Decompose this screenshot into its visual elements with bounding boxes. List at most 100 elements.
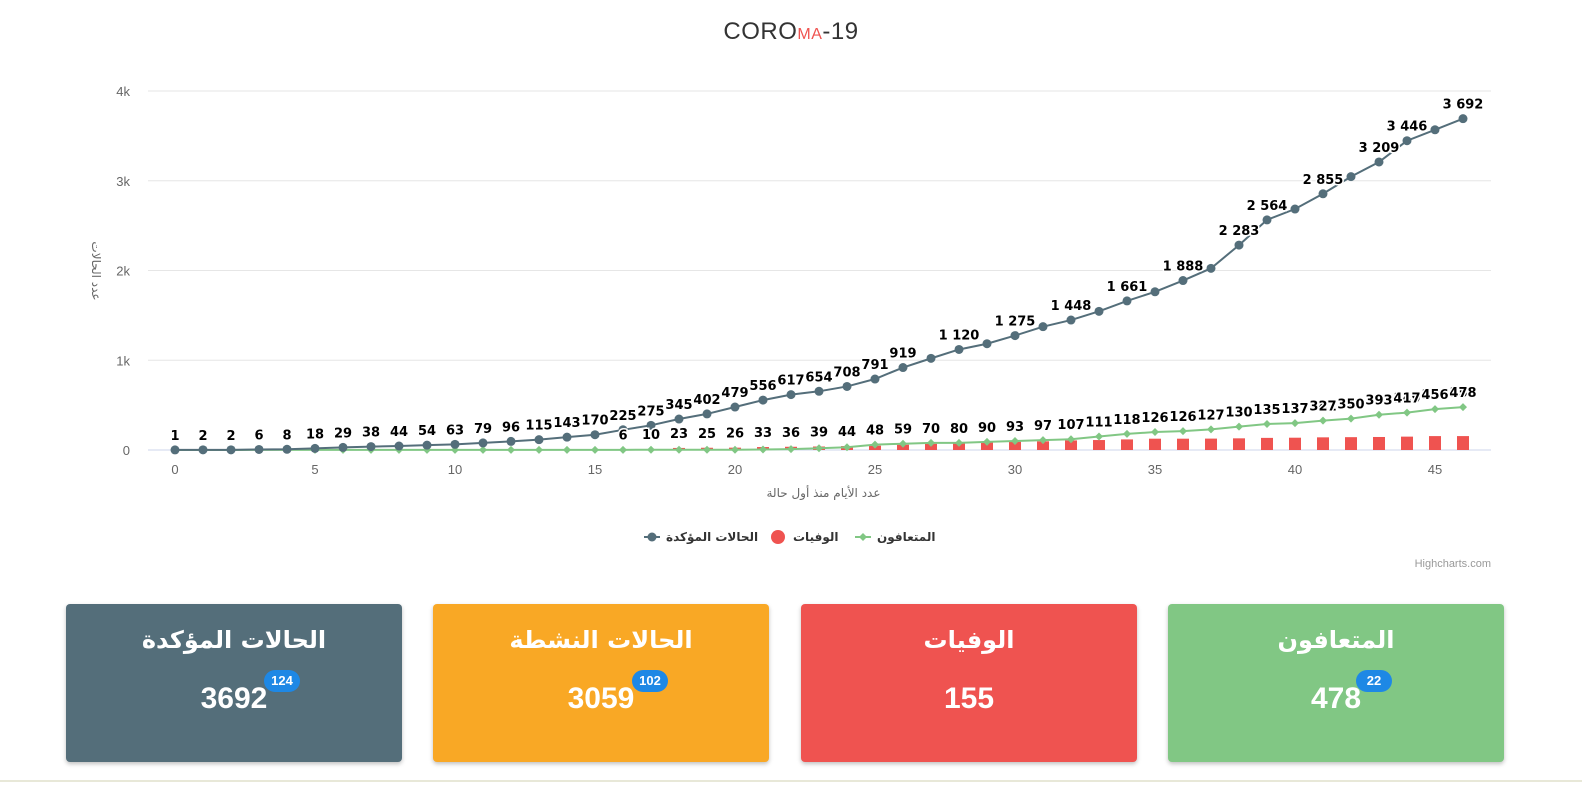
death-bar	[1373, 436, 1385, 450]
x-tick-label: 5	[311, 462, 318, 477]
confirmed-point	[394, 441, 404, 451]
active-card-title: الحالات النشطة	[509, 626, 693, 654]
recovered-data-label: 350	[1337, 398, 1364, 413]
confirmed-point	[310, 443, 320, 453]
y-tick-label: 3k	[116, 174, 130, 189]
confirmed-point	[1122, 296, 1132, 306]
death-data-label: 6	[618, 428, 627, 443]
confirmed-point	[870, 374, 880, 384]
recovered-point	[815, 444, 823, 453]
active-card: الحالات النشطة 102 3059	[433, 604, 769, 762]
death-bar	[1317, 437, 1329, 450]
y-tick-label: 2k	[116, 264, 130, 279]
x-tick-label: 10	[448, 462, 462, 477]
death-data-label: 107	[1057, 418, 1084, 433]
death-data-label: 36	[782, 426, 800, 441]
death-data-label: 97	[1034, 419, 1052, 434]
recovered-badge: 22	[1356, 670, 1392, 692]
recovered-point	[1431, 405, 1439, 414]
x-axis-title: عدد الأيام منذ أول حالة	[766, 485, 880, 501]
recovered-point	[1403, 408, 1411, 417]
death-data-label: 143	[1337, 398, 1364, 413]
recovered-point	[899, 439, 907, 448]
legend-confirmed-symbol	[647, 532, 657, 542]
confirmed-point	[1038, 322, 1048, 332]
title-suffix: -19	[822, 18, 859, 45]
death-data-label: 111	[1085, 416, 1112, 431]
death-bar	[1401, 436, 1413, 450]
confirmed-data-label: 96	[502, 420, 520, 435]
recovered-point	[843, 443, 851, 452]
confirmed-data-label: 919	[889, 347, 916, 362]
title-prefix: CORO	[723, 18, 798, 45]
confirmed-point	[730, 402, 740, 412]
death-data-label: 44	[838, 425, 856, 440]
recovered-point	[1235, 422, 1243, 431]
confirmed-data-label: 18	[306, 427, 324, 442]
confirmed-data-label: 617	[777, 374, 804, 389]
confirmed-data-label: 479	[721, 386, 748, 401]
legend-recovered-label: المتعافون	[877, 530, 935, 545]
confirmed-data-label: 143	[553, 416, 580, 431]
confirmed-card: الحالات المؤكدة 124 3692	[66, 604, 402, 762]
confirmed-data-label: 402	[693, 393, 720, 408]
highcharts-credit[interactable]: Highcharts.com	[1414, 558, 1491, 570]
confirmed-card-title: الحالات المؤكدة	[141, 626, 327, 654]
confirmed-point	[702, 409, 712, 419]
recovered-data-label: 327	[1309, 400, 1336, 415]
confirmed-data-label: 2	[198, 429, 207, 444]
recovered-point	[507, 445, 515, 454]
x-tick-label: 25	[868, 462, 882, 477]
death-data-label: 130	[1225, 406, 1252, 421]
recovered-point	[1039, 436, 1047, 445]
confirmed-data-label: 38	[362, 426, 380, 441]
death-bar	[1009, 441, 1021, 450]
confirmed-data-label: 170	[581, 414, 608, 429]
confirmed-data-label: 654	[805, 370, 832, 385]
confirmed-point	[422, 440, 432, 450]
recovered-point	[563, 445, 571, 454]
confirmed-data-label: 345	[665, 398, 692, 413]
confirmed-data-label: 225	[609, 409, 636, 424]
recovered-point	[927, 438, 935, 447]
confirmed-badge: 124	[264, 670, 300, 692]
confirmed-point	[842, 381, 852, 391]
confirmed-point	[646, 420, 656, 430]
death-data-label: 141	[1309, 400, 1336, 415]
y-axis-title: عدد الحالات	[89, 241, 103, 300]
confirmed-point	[1458, 114, 1468, 124]
recovered-point	[1179, 427, 1187, 436]
death-data-label: 25	[698, 427, 716, 442]
deaths-card-value: 155	[943, 682, 995, 715]
death-bar	[1149, 438, 1161, 450]
confirmed-line	[174, 117, 1464, 451]
recovered-point	[983, 437, 991, 446]
death-bar	[1093, 440, 1105, 450]
death-data-label: 80	[950, 422, 968, 437]
confirmed-point	[1066, 315, 1076, 325]
confirmed-data-label: 3 209	[1359, 141, 1400, 156]
death-data-label: 93	[1006, 420, 1024, 435]
death-bar	[1121, 439, 1133, 450]
recovered-point	[1151, 428, 1159, 437]
legend-deaths-label: الوفيات	[793, 530, 838, 545]
x-tick-label: 40	[1288, 462, 1302, 477]
confirmed-point	[1010, 331, 1020, 341]
confirmed-data-label: 29	[334, 426, 352, 441]
y-tick-label: 4k	[116, 84, 130, 99]
recovered-point	[1459, 403, 1467, 412]
confirmed-data-label: 708	[833, 365, 860, 380]
confirmed-data-label: 3 446	[1387, 120, 1428, 135]
confirmed-point	[1178, 276, 1188, 286]
recovered-card-title: المتعافون	[1277, 626, 1395, 654]
legend-confirmed-label: الحالات المؤكدة	[666, 530, 758, 545]
confirmed-point	[982, 339, 992, 349]
chart-title: COROMA-19	[0, 18, 1582, 46]
legend-deaths-symbol	[771, 530, 785, 544]
confirmed-data-label: 1 275	[995, 315, 1036, 330]
death-bar	[1233, 438, 1245, 450]
confirmed-data-label: 44	[390, 425, 408, 440]
death-data-label: 10	[642, 428, 660, 443]
death-bar	[1289, 437, 1301, 450]
death-bar	[1429, 436, 1441, 450]
